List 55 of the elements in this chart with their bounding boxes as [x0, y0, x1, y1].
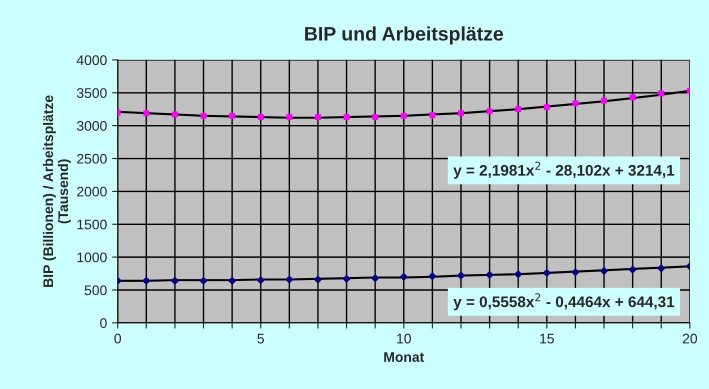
point: [314, 275, 322, 284]
point: [256, 276, 265, 284]
chart-title: BIP und Arbeitsplätze: [305, 26, 504, 44]
x-tick-label: 0: [114, 334, 122, 344]
point: [630, 94, 636, 100]
point: [170, 276, 180, 285]
point: [486, 108, 493, 114]
x-tick-label: 10: [397, 334, 411, 344]
y-tick-label: 0: [100, 318, 107, 328]
annotation: y = 0,5558x$^{2}$ - 0,4464x + 644,31: [453, 293, 674, 310]
y-tick-label: 1500: [77, 220, 107, 230]
x-tick-label: 5: [257, 334, 264, 344]
y-tick-label: 500: [84, 285, 107, 296]
annotation: y = 2,1981x$^{2}$ - 28,102x + 3214,1: [453, 162, 674, 179]
point: [572, 100, 578, 106]
point: [286, 114, 292, 120]
point: [458, 110, 464, 116]
point: [172, 112, 178, 118]
x-axis-title: Monat: [384, 352, 424, 362]
point: [544, 104, 550, 110]
point: [228, 276, 236, 285]
point: [372, 114, 378, 120]
point: [485, 270, 494, 280]
point: [400, 272, 408, 282]
point: [199, 276, 208, 285]
point: [371, 274, 380, 282]
point: [600, 266, 608, 276]
y-tick-label: 1000: [77, 252, 107, 262]
point: [315, 114, 321, 120]
point: [514, 270, 522, 278]
y-tick-label: 2500: [77, 154, 107, 164]
point: [143, 110, 150, 116]
point: [657, 264, 666, 272]
y-axis-title: BIP (Billionen) / Arbeitsplätze (Tausend): [42, 95, 71, 287]
point: [344, 114, 350, 120]
y-tick-label: 3500: [76, 88, 107, 98]
x-tick-label: 15: [540, 334, 554, 344]
point: [342, 274, 351, 283]
point: [258, 114, 264, 120]
point: [571, 268, 580, 276]
y-tick-label: 4000: [76, 55, 107, 66]
point: [456, 271, 466, 280]
point: [428, 272, 437, 280]
point: [229, 112, 236, 119]
point: [285, 275, 294, 284]
point: [429, 112, 436, 118]
y-tick-label: 3000: [76, 120, 107, 131]
point: [542, 268, 551, 278]
point: [658, 90, 664, 96]
x-tick-label: 20: [682, 334, 698, 344]
point: [142, 276, 150, 285]
y-tick-label: 2000: [77, 186, 107, 197]
point: [601, 98, 607, 104]
point: [628, 265, 637, 274]
point: [200, 112, 206, 119]
